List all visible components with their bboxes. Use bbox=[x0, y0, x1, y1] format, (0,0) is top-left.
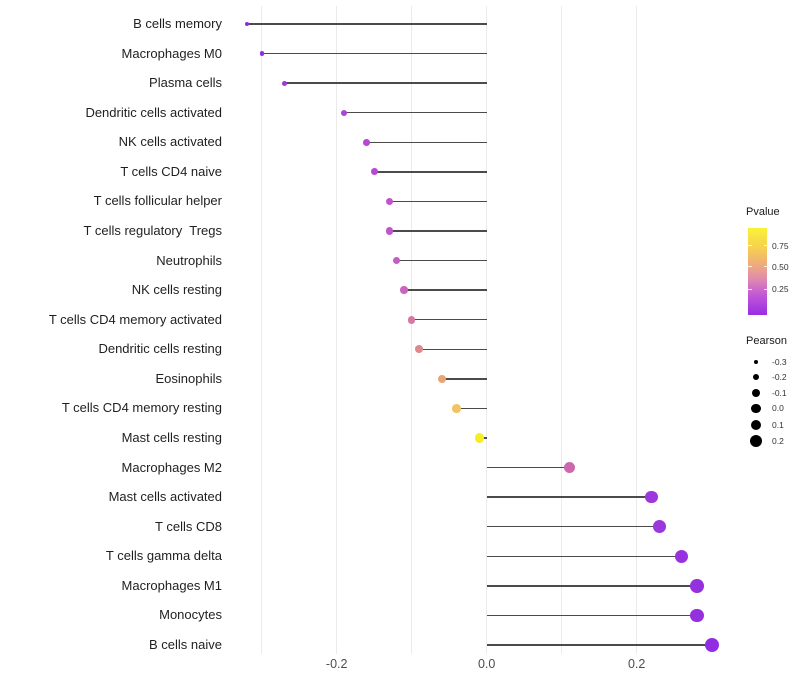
category-label: Dendritic cells activated bbox=[85, 104, 222, 120]
lollipop-dot bbox=[259, 51, 264, 56]
category-label: Macrophages M2 bbox=[121, 459, 222, 475]
legend-pvalue-title: Pvalue bbox=[746, 206, 780, 218]
category-label: Neutrophils bbox=[156, 252, 222, 268]
category-label: T cells CD8 bbox=[155, 518, 222, 534]
category-label: Mast cells resting bbox=[121, 429, 222, 445]
category-label: Eosinophils bbox=[155, 370, 223, 386]
lollipop-stem bbox=[261, 52, 487, 55]
pearson-tick-label: 0.2 bbox=[772, 436, 784, 446]
pvalue-tickmark bbox=[763, 265, 767, 268]
lollipop-stem bbox=[411, 319, 487, 321]
lollipop-dot bbox=[393, 256, 401, 265]
pvalue-tick-label: 0.75 bbox=[772, 240, 789, 251]
pvalue-gradient-bar bbox=[748, 228, 767, 315]
pearson-tick-label: -0.3 bbox=[772, 357, 787, 368]
pearson-legend-dot bbox=[750, 419, 762, 431]
lollipop-dot bbox=[385, 197, 393, 205]
lollipop-dot bbox=[689, 608, 704, 623]
lollipop-dot bbox=[341, 109, 348, 116]
pearson-tick-label: -0.1 bbox=[772, 387, 787, 398]
pvalue-tickmark bbox=[748, 244, 752, 247]
pvalue-tickmark bbox=[748, 288, 752, 291]
lollipop-dot bbox=[400, 286, 408, 294]
x-axis-tick-label: 0.0 bbox=[477, 657, 496, 671]
lollipop-stem bbox=[344, 112, 487, 114]
lollipop-dot bbox=[363, 138, 370, 146]
lollipop-dot bbox=[452, 404, 461, 413]
lollipop-stem bbox=[486, 526, 660, 528]
lollipop-stem bbox=[404, 289, 487, 291]
lollipop-stem bbox=[374, 171, 487, 173]
lollipop-dot bbox=[704, 637, 719, 652]
lollipop-stem bbox=[486, 614, 697, 617]
lollipop-stem bbox=[396, 259, 487, 262]
category-label: Monocytes bbox=[159, 607, 222, 623]
lollipop-dot bbox=[385, 227, 393, 235]
pearson-tick-label: 0.1 bbox=[772, 420, 784, 430]
lollipop-dot bbox=[645, 490, 659, 504]
category-label: T cells gamma delta bbox=[105, 548, 222, 564]
lollipop-dot bbox=[407, 315, 416, 324]
category-label: B cells naive bbox=[149, 636, 222, 652]
pvalue-tickmark bbox=[763, 244, 767, 247]
gridline-x-0.2 bbox=[636, 6, 638, 654]
category-label: NK cells activated bbox=[118, 134, 222, 150]
gridline-x-0.1 bbox=[561, 6, 563, 654]
gridline-x--0.3 bbox=[261, 6, 263, 654]
lollipop-stem bbox=[419, 348, 487, 350]
lollipop-stem bbox=[441, 378, 487, 380]
pearson-legend-dot bbox=[751, 403, 761, 413]
lollipop-stem bbox=[486, 466, 570, 469]
lollipop-stem bbox=[284, 82, 487, 84]
pvalue-tick-label: 0.25 bbox=[772, 284, 789, 295]
category-label: T cells CD4 memory activated bbox=[48, 311, 222, 327]
gridline-x-0 bbox=[486, 6, 488, 654]
pvalue-tick-label: 0.50 bbox=[772, 261, 789, 272]
legend-pearson-title: Pearson bbox=[746, 335, 787, 347]
category-label: T cells follicular helper bbox=[93, 193, 222, 209]
category-label: T cells regulatory Tregs bbox=[83, 222, 222, 238]
pearson-legend-dot bbox=[750, 435, 762, 447]
pvalue-tickmark bbox=[763, 288, 767, 291]
category-label: B cells memory bbox=[133, 16, 222, 31]
category-label: T cells CD4 memory resting bbox=[61, 400, 222, 416]
lollipop-stem bbox=[456, 407, 487, 410]
lollipop-dot bbox=[675, 549, 689, 563]
lollipop-dot bbox=[370, 168, 378, 176]
lollipop-stem bbox=[366, 141, 487, 143]
lollipop-dot bbox=[474, 433, 484, 443]
pearson-legend-dot bbox=[754, 360, 758, 365]
lollipop-dot bbox=[689, 579, 704, 593]
lollipop-stem bbox=[486, 496, 652, 498]
category-label: Plasma cells bbox=[149, 75, 222, 91]
gridline-x--0.1 bbox=[411, 6, 413, 654]
lollipop-stem bbox=[486, 585, 697, 587]
lollipop-dot bbox=[415, 345, 424, 354]
x-axis-tick-label: 0.2 bbox=[627, 657, 646, 671]
pvalue-tickmark bbox=[748, 265, 752, 268]
x-axis-tick-label: -0.2 bbox=[325, 657, 348, 671]
category-label: Macrophages M0 bbox=[121, 45, 222, 61]
category-label: Macrophages M1 bbox=[121, 577, 222, 593]
category-label: NK cells resting bbox=[131, 282, 222, 298]
pearson-legend-dot bbox=[753, 373, 759, 380]
lollipop-stem bbox=[486, 644, 712, 646]
lollipop-stem bbox=[486, 555, 682, 557]
category-label: Dendritic cells resting bbox=[98, 341, 222, 357]
lollipop-dot bbox=[652, 520, 666, 534]
lollipop-dot bbox=[281, 80, 287, 86]
lollipop-dot bbox=[244, 21, 249, 27]
lollipop-dot bbox=[563, 462, 575, 474]
pearson-tick-label: -0.2 bbox=[772, 371, 787, 382]
pearson-tick-label: 0.0 bbox=[772, 403, 784, 414]
lollipop-stem bbox=[389, 200, 487, 203]
category-label: T cells CD4 naive bbox=[120, 163, 222, 179]
lollipop-stem bbox=[389, 230, 487, 232]
gridline-x--0.2 bbox=[336, 6, 338, 654]
lollipop-stem bbox=[246, 23, 487, 25]
pearson-legend-dot bbox=[752, 388, 760, 397]
category-label: Mast cells activated bbox=[108, 489, 222, 505]
lollipop-dot bbox=[437, 374, 446, 383]
